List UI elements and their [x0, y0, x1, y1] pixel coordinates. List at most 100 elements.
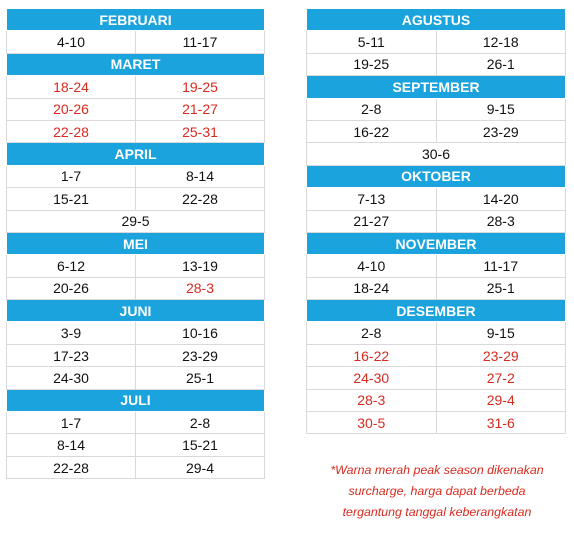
date-row: 3-9 10-16	[6, 321, 265, 345]
date-range-cell: 7-13	[306, 187, 437, 211]
date-range-cell: 28-3	[435, 209, 566, 233]
date-row: 2-8 9-15	[306, 97, 566, 121]
month-header-row: MARET	[6, 52, 265, 77]
date-row: 29-5	[6, 209, 265, 233]
date-row: 22-28 29-4	[6, 455, 265, 480]
month-header: FEBRUARI	[6, 7, 265, 32]
schedule-table-right: AGUSTUS 5-11 12-18 19-25 26-1 SEPTEMBER 2-8 9-1…	[306, 7, 566, 435]
date-range-cell: 11-17	[435, 254, 566, 278]
date-row: 22-28 25-31	[6, 119, 265, 144]
peak-date-range-cell: 29-4	[435, 388, 566, 413]
peak-date-range-cell: 16-22	[306, 343, 437, 368]
date-range-cell: 29-4	[135, 455, 265, 480]
month-header-row: FEBRUARI	[6, 7, 265, 32]
month-header-row: AGUSTUS	[306, 7, 566, 32]
date-range-cell: 26-1	[435, 52, 566, 77]
month-header-row: JUNI	[6, 299, 265, 323]
date-row: 15-21 22-28	[6, 187, 265, 211]
month-header: JULI	[6, 388, 265, 413]
month-header: MARET	[6, 52, 265, 77]
date-range-cell: 8-14	[6, 433, 136, 457]
peak-date-range-cell: 28-3	[306, 388, 437, 413]
peak-date-range-cell: 18-24	[6, 75, 136, 99]
date-row: 24-30 27-2	[306, 366, 566, 390]
peak-date-range-cell: 27-2	[435, 366, 566, 390]
month-header: AGUSTUS	[306, 7, 566, 32]
date-range-cell: 25-1	[435, 276, 566, 301]
date-row: 28-3 29-4	[306, 388, 566, 413]
date-range-cell: 8-14	[135, 164, 265, 189]
date-range-cell: 2-8	[306, 97, 437, 121]
month-header: JUNI	[6, 299, 265, 323]
date-range-cell: 9-15	[435, 97, 566, 121]
month-header-row: APRIL	[6, 142, 265, 166]
date-range-cell: 30-6	[306, 142, 566, 166]
date-row: 20-26 21-27	[6, 97, 265, 121]
month-header-row: OKTOBER	[306, 164, 566, 189]
date-row: 30-6	[306, 142, 566, 166]
date-range-cell: 2-8	[135, 411, 265, 435]
date-range-cell: 23-29	[135, 343, 265, 368]
date-range-cell: 15-21	[6, 187, 136, 211]
date-range-cell: 3-9	[6, 321, 136, 345]
date-range-cell: 22-28	[6, 455, 136, 480]
peak-season-note: *Warna merah peak season dikenakan surch…	[306, 460, 568, 523]
schedule-column-left: FEBRUARI 4-10 11-17 MARET 18-24 19-25 20-26 21-…	[6, 7, 265, 480]
note-line-1: *Warna merah peak season dikenakan	[330, 463, 544, 477]
date-range-cell: 19-25	[306, 52, 437, 77]
date-row: 20-26 28-3	[6, 276, 265, 301]
date-range-cell: 29-5	[6, 209, 265, 233]
date-row: 30-5 31-6	[306, 411, 566, 435]
date-range-cell: 11-17	[135, 30, 265, 54]
date-range-cell: 6-12	[6, 254, 136, 278]
date-row: 5-11 12-18	[306, 30, 566, 54]
month-header-row: DESEMBER	[306, 299, 566, 323]
date-row: 2-8 9-15	[306, 321, 566, 345]
date-range-cell: 10-16	[135, 321, 265, 345]
date-range-cell: 18-24	[306, 276, 437, 301]
date-range-cell: 1-7	[6, 164, 136, 189]
peak-date-range-cell: 30-5	[306, 411, 437, 435]
date-row: 4-10 11-17	[6, 30, 265, 54]
date-range-cell: 15-21	[135, 433, 265, 457]
date-row: 16-22 23-29	[306, 119, 566, 144]
peak-date-range-cell: 20-26	[6, 97, 136, 121]
peak-date-range-cell: 21-27	[135, 97, 265, 121]
date-range-cell: 16-22	[306, 119, 437, 144]
date-row: 18-24 25-1	[306, 276, 566, 301]
date-row: 16-22 23-29	[306, 343, 566, 368]
month-header: SEPTEMBER	[306, 75, 566, 99]
month-header-row: JULI	[6, 388, 265, 413]
month-header-row: NOVEMBER	[306, 231, 566, 256]
date-range-cell: 12-18	[435, 30, 566, 54]
date-range-cell: 23-29	[435, 119, 566, 144]
peak-date-range-cell: 31-6	[435, 411, 566, 435]
date-row: 8-14 15-21	[6, 433, 265, 457]
note-line-2: surcharge, harga dapat berbeda	[348, 484, 526, 498]
date-row: 1-7 2-8	[6, 411, 265, 435]
month-header: DESEMBER	[306, 299, 566, 323]
date-range-cell: 4-10	[306, 254, 437, 278]
date-range-cell: 2-8	[306, 321, 437, 345]
date-row: 17-23 23-29	[6, 343, 265, 368]
peak-date-range-cell: 28-3	[135, 276, 265, 301]
peak-date-range-cell: 25-31	[135, 119, 265, 144]
date-range-cell: 17-23	[6, 343, 136, 368]
date-range-cell: 1-7	[6, 411, 136, 435]
date-range-cell: 9-15	[435, 321, 566, 345]
date-range-cell: 14-20	[435, 187, 566, 211]
peak-date-range-cell: 23-29	[435, 343, 566, 368]
date-row: 1-7 8-14	[6, 164, 265, 189]
month-header: NOVEMBER	[306, 231, 566, 256]
month-header-row: MEI	[6, 231, 265, 256]
date-row: 18-24 19-25	[6, 75, 265, 99]
date-range-cell: 4-10	[6, 30, 136, 54]
month-header: OKTOBER	[306, 164, 566, 189]
date-range-cell: 13-19	[135, 254, 265, 278]
date-range-cell: 24-30	[6, 366, 136, 390]
schedule-table-left: FEBRUARI 4-10 11-17 MARET 18-24 19-25 20-26 21-…	[6, 7, 265, 480]
month-header: MEI	[6, 231, 265, 256]
date-range-cell: 25-1	[135, 366, 265, 390]
date-row: 7-13 14-20	[306, 187, 566, 211]
peak-date-range-cell: 24-30	[306, 366, 437, 390]
